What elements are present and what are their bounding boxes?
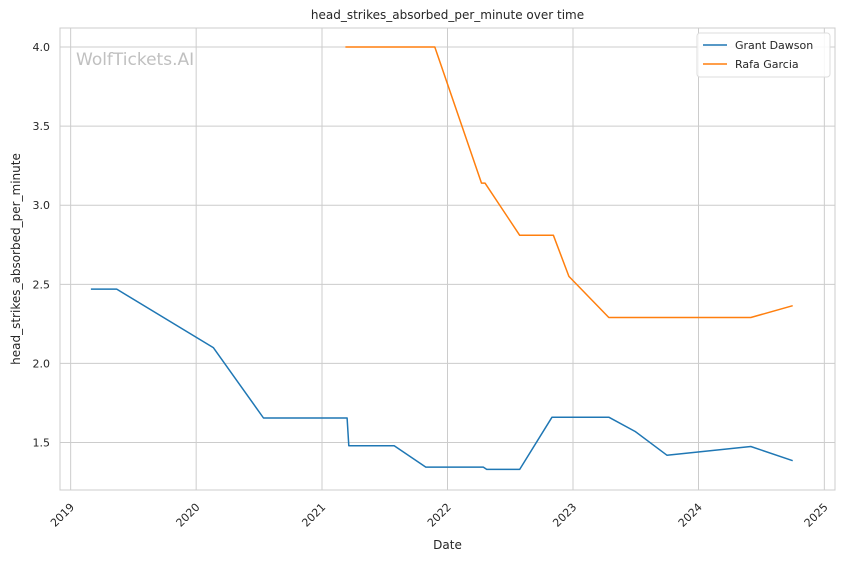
x-tick-label: 2021 xyxy=(299,501,328,530)
x-tick-labels: 2019 2020 2021 2022 2023 2024 2025 xyxy=(48,501,831,530)
y-tick-label: 2.5 xyxy=(33,278,51,291)
y-tick-label: 3.5 xyxy=(33,120,51,133)
legend: Grant Dawson Rafa Garcia xyxy=(696,32,831,78)
legend-label: Rafa Garcia xyxy=(735,58,799,71)
plot-area xyxy=(59,27,836,491)
watermark: WolfTickets.AI xyxy=(76,50,194,70)
x-tick-label: 2024 xyxy=(676,501,705,530)
x-tick-label: 2019 xyxy=(48,501,77,530)
series-lines xyxy=(90,46,793,471)
legend-label: Grant Dawson xyxy=(735,39,813,52)
x-axis-label: Date xyxy=(433,538,462,552)
y-tick-labels: 1.5 2.0 2.5 3.0 3.5 4.0 xyxy=(33,41,51,450)
y-tick-label: 2.0 xyxy=(33,357,51,370)
legend-box xyxy=(696,32,831,78)
chart-title: head_strikes_absorbed_per_minute over ti… xyxy=(311,8,584,22)
series-line-0 xyxy=(90,288,793,471)
grid xyxy=(60,28,835,490)
y-tick-label: 3.0 xyxy=(33,199,51,212)
y-tick-label: 1.5 xyxy=(33,437,51,450)
x-tick-label: 2025 xyxy=(802,501,831,530)
y-axis-label: head_strikes_absorbed_per_minute xyxy=(9,153,23,365)
x-tick-label: 2020 xyxy=(174,501,203,530)
series-line-1 xyxy=(345,46,793,319)
x-tick-label: 2022 xyxy=(425,501,454,530)
y-tick-label: 4.0 xyxy=(33,41,51,54)
x-tick-label: 2023 xyxy=(550,501,579,530)
